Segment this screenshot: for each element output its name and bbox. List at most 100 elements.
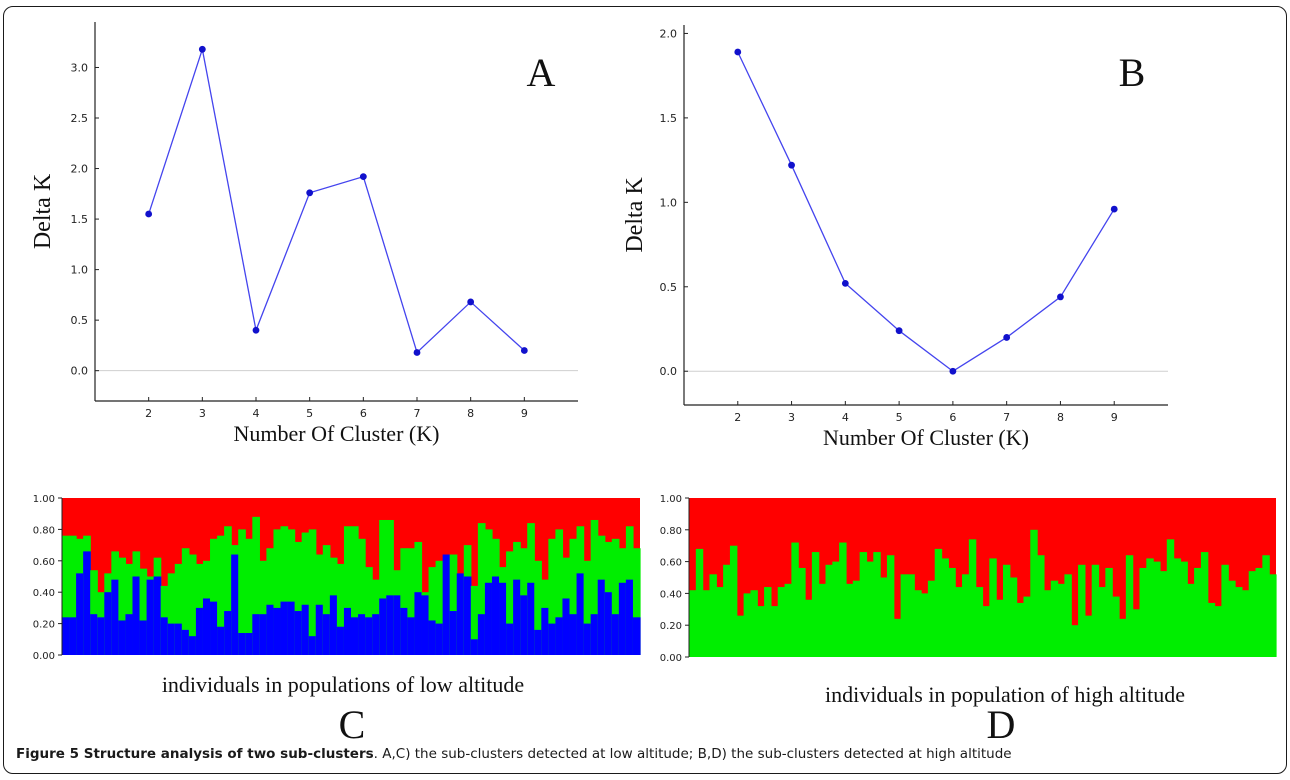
- green-component-bar: [1159, 571, 1168, 657]
- y-tick-label: 0.5: [71, 314, 89, 327]
- green-component-bar: [379, 519, 387, 655]
- blue-component-bar: [569, 614, 578, 655]
- data-point: [788, 161, 795, 169]
- green-component-bar: [69, 535, 77, 655]
- blue-component-bar: [174, 623, 183, 655]
- blue-component-bar: [167, 623, 176, 655]
- blue-component-bar: [442, 554, 451, 655]
- green-component-bar: [743, 593, 752, 657]
- x-axis-label: individuals in populations of low altitu…: [162, 672, 524, 697]
- green-component-bar: [548, 538, 557, 655]
- green-component-bar: [428, 567, 437, 655]
- data-point: [734, 48, 742, 56]
- green-component-bar: [174, 563, 183, 655]
- y-axis-label: Delta K: [30, 173, 56, 249]
- green-component-bar: [845, 583, 854, 657]
- green-component-bar: [252, 516, 260, 655]
- green-component-bar: [736, 615, 745, 657]
- y-tick-label: 0.5: [660, 281, 678, 294]
- blue-component-bar: [527, 582, 535, 655]
- blue-component-bar: [548, 623, 557, 655]
- green-component-bar: [1112, 596, 1120, 657]
- panel-d-structure-plot: 0.00 0.20 0.40 0.60 0.80 1.00 individuals in p…: [660, 494, 1277, 747]
- blue-component-bar: [400, 607, 408, 655]
- green-component-bar: [962, 574, 970, 657]
- y-axis-label: Delta K: [622, 177, 648, 253]
- series-line: [148, 49, 525, 354]
- blue-component-bar: [421, 595, 430, 655]
- blue-component-bar: [210, 601, 218, 655]
- green-component-bar: [1016, 602, 1025, 657]
- x-tick-label: 8: [1057, 411, 1064, 424]
- blue-component-bar: [470, 639, 479, 655]
- green-component-bar: [238, 529, 246, 655]
- data-point: [198, 45, 206, 53]
- blue-component-bar: [181, 629, 190, 655]
- blue-component-bar: [506, 623, 514, 655]
- green-component-bar: [927, 580, 936, 657]
- y-tick-label: 0.80: [660, 526, 682, 537]
- green-component-bar: [210, 538, 218, 655]
- green-component-bar: [1262, 555, 1270, 657]
- green-component-bar: [770, 606, 779, 657]
- blue-component-bar: [562, 598, 571, 655]
- x-tick-label: 7: [414, 407, 421, 420]
- blue-component-bar: [238, 633, 246, 655]
- blue-component-bar: [372, 614, 380, 655]
- panel-letter: B: [1119, 50, 1146, 95]
- green-component-bar: [968, 539, 977, 657]
- x-axis-label: Number Of Cluster (K): [823, 425, 1029, 450]
- green-component-bar: [1146, 558, 1154, 657]
- green-component-bar: [181, 548, 190, 655]
- blue-component-bar: [231, 554, 239, 655]
- green-component-bar: [407, 548, 416, 655]
- blue-component-bar: [358, 614, 366, 655]
- blue-component-bar: [590, 614, 599, 655]
- panel-c-structure-plot: 0.00 0.20 0.40 0.60 0.80 1.00 individuals in p…: [33, 494, 641, 747]
- green-component-bar: [365, 567, 373, 655]
- green-component-bar: [1043, 590, 1052, 657]
- blue-component-bar: [618, 582, 627, 655]
- green-component-bar: [866, 561, 874, 657]
- green-component-bar: [757, 606, 765, 657]
- blue-component-bar: [217, 626, 225, 655]
- green-component-bar: [1050, 580, 1059, 657]
- panel-letter: D: [987, 702, 1016, 747]
- green-component-bar: [1166, 539, 1175, 657]
- blue-component-bar: [393, 595, 401, 655]
- y-tick-label: 1.5: [71, 213, 89, 226]
- y-tick-label: 1.00: [33, 494, 55, 505]
- y-tick-label: 0.00: [33, 651, 55, 662]
- green-component-bar: [825, 564, 833, 657]
- y-tick-label: 0.80: [33, 525, 55, 536]
- green-component-bar: [702, 590, 711, 657]
- blue-component-bar: [153, 576, 162, 655]
- green-component-bar: [1064, 574, 1072, 657]
- green-component-bar: [259, 560, 268, 655]
- green-component-bar: [791, 542, 799, 657]
- x-tick-label: 9: [1111, 411, 1118, 424]
- blue-component-bar: [513, 579, 521, 655]
- y-tick-label: 0.00: [660, 653, 682, 664]
- green-component-bar: [709, 574, 717, 657]
- y-tick-label: 0.0: [660, 365, 678, 378]
- green-component-bar: [1009, 577, 1018, 657]
- blue-component-bar: [308, 636, 317, 655]
- green-component-bar: [400, 548, 408, 655]
- blue-component-bar: [111, 579, 119, 655]
- caption-text: . A,C) the sub-clusters detected at low …: [373, 746, 1012, 762]
- green-component-bar: [632, 548, 641, 655]
- y-tick-label: 2.5: [71, 112, 89, 125]
- green-component-bar: [1098, 587, 1106, 657]
- green-component-bar: [921, 593, 929, 657]
- blue-component-bar: [195, 607, 204, 655]
- data-point: [145, 210, 153, 218]
- green-component-bar: [1132, 609, 1141, 657]
- green-component-bar: [343, 526, 352, 655]
- green-component-bar: [1002, 564, 1011, 657]
- x-tick-label: 3: [199, 407, 206, 420]
- y-tick-label: 0.40: [33, 588, 55, 599]
- blue-component-bar: [146, 579, 155, 655]
- blue-component-bar: [294, 611, 303, 655]
- green-component-bar: [386, 519, 394, 655]
